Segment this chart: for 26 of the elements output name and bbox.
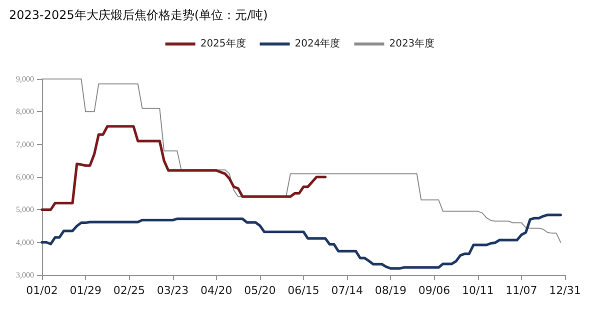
legend-label: 2025年度 — [200, 38, 246, 50]
x-tick-label: 03/23 — [156, 284, 189, 297]
line-series — [40, 125, 327, 211]
legend-label: 2023年度 — [389, 38, 435, 50]
chart-title: 2023-2025年大庆煅后焦价格走势(单位：元/吨) — [9, 8, 268, 22]
x-tick-label: 07/14 — [331, 284, 363, 297]
y-tick-label: 5,000 — [16, 205, 34, 214]
y-tick-label: 9,000 — [16, 74, 34, 84]
legend-label: 2024年度 — [294, 38, 340, 50]
x-tick-label: 11/07 — [506, 284, 538, 297]
y-tick-label: 7,000 — [16, 140, 34, 149]
x-tick-label: 09/06 — [418, 284, 450, 297]
y-tick-label: 4,000 — [16, 238, 34, 247]
y-tick-label: 8,000 — [16, 107, 34, 116]
x-tick-label: 01/02 — [26, 284, 58, 297]
line-series — [40, 214, 562, 270]
y-tick-label: 3,000 — [16, 270, 34, 280]
x-tick-label: 01/29 — [70, 284, 102, 297]
x-tick-label: 06/15 — [288, 284, 320, 297]
x-tick-label: 05/20 — [244, 284, 276, 297]
x-tick-label: 12/31 — [549, 284, 581, 297]
y-tick-label: 6,000 — [16, 172, 34, 182]
x-tick-label: 10/11 — [462, 284, 494, 297]
x-tick-label: 02/25 — [113, 284, 146, 297]
x-tick-label: 08/19 — [374, 284, 407, 297]
x-tick-label: 04/20 — [200, 284, 232, 297]
